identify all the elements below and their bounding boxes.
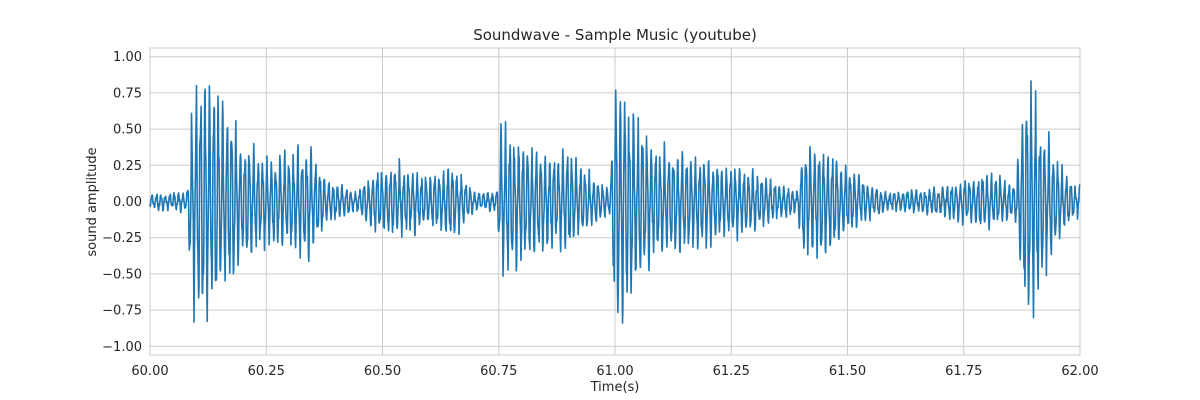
y-tick-label: 0.25 (113, 159, 142, 174)
y-tick-labels: 1.00 0.75 0.50 0.25 0.00 −0.25 −0.50 −0.75 −1.00 (102, 50, 142, 355)
x-tick-labels: 60.00 60.25 60.50 60.75 61.00 61.25 61.50 61.75… (131, 364, 1098, 379)
x-tick-label: 62.00 (1061, 364, 1098, 379)
series-line-soundwave (149, 80, 1081, 324)
y-axis-label: sound amplitude (85, 147, 100, 256)
x-tick-label: 60.50 (364, 364, 401, 379)
y-tick-label: −0.50 (102, 267, 142, 282)
x-axis-label: Time(s) (590, 380, 640, 395)
x-tick-label: 61.00 (596, 364, 633, 379)
y-tick-label: −1.00 (102, 340, 142, 355)
chart-title: Soundwave - Sample Music (youtube) (473, 26, 757, 44)
x-tick-label: 61.25 (713, 364, 750, 379)
x-tick-label: 61.75 (945, 364, 982, 379)
x-tick-label: 61.50 (829, 364, 866, 379)
y-tick-label: 1.00 (113, 50, 142, 65)
y-tick-label: 0.00 (113, 195, 142, 210)
x-tick-label: 60.75 (480, 364, 517, 379)
y-tick-label: −0.25 (102, 231, 142, 246)
x-tick-label: 60.00 (131, 364, 168, 379)
x-tick-label: 60.25 (248, 364, 285, 379)
y-tick-label: 0.75 (113, 86, 142, 101)
y-tick-label: 0.50 (113, 123, 142, 138)
y-tick-label: −0.75 (102, 304, 142, 319)
